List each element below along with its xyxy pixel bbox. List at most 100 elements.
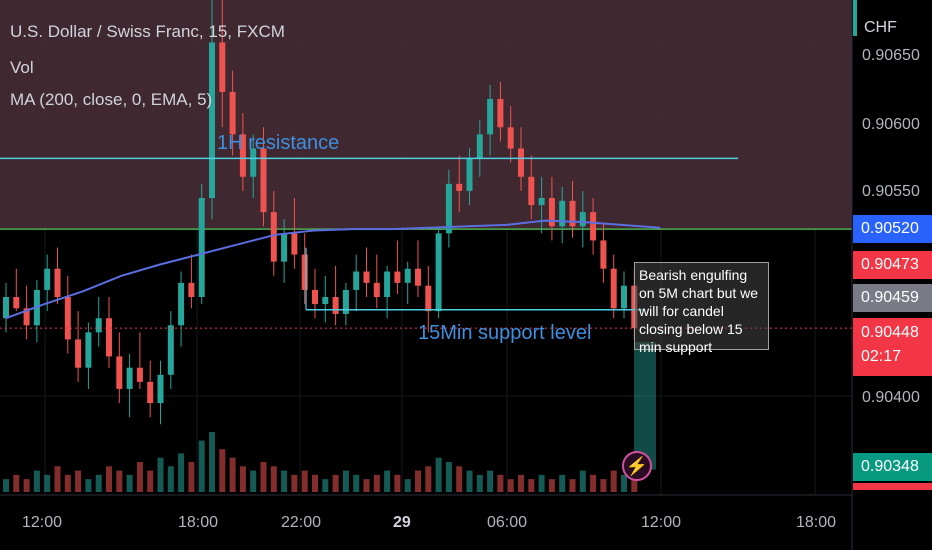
volume-bar — [85, 479, 92, 492]
volume-bar — [322, 479, 329, 492]
candle-body — [466, 158, 473, 191]
volume-bar — [188, 462, 195, 492]
x-tick-1: 18:00 — [178, 514, 219, 531]
volume-bar — [373, 474, 380, 492]
volume-bar — [106, 466, 112, 492]
volume-bar — [116, 470, 123, 492]
candle-body — [270, 212, 277, 262]
candle — [13, 268, 20, 312]
volume-bar — [332, 474, 339, 492]
volume-bar — [404, 479, 411, 492]
candle-body — [157, 374, 164, 404]
lightning-icon[interactable]: ⚡ — [622, 451, 652, 481]
volume-bar — [590, 474, 597, 492]
volume-bar — [33, 470, 40, 492]
candle-body — [3, 297, 9, 319]
candle — [404, 261, 411, 305]
candle — [23, 285, 30, 340]
volume-bar — [610, 470, 617, 492]
candle — [178, 271, 185, 347]
candle-body — [239, 134, 246, 177]
candle — [353, 254, 360, 312]
candle-body — [507, 127, 514, 149]
candle-body — [23, 308, 30, 326]
target-tag-underline — [853, 483, 932, 490]
price-tag-blue: 0.90520 — [853, 215, 932, 243]
volume-bar — [136, 462, 143, 492]
candle — [260, 127, 267, 227]
candle-body — [106, 318, 112, 357]
volume-bar — [54, 466, 61, 492]
candle — [167, 311, 174, 389]
x-tick-6: 18:00 — [796, 514, 837, 531]
candle-body — [147, 381, 154, 404]
candle-countdown: 02:17 — [861, 348, 902, 365]
volume-bar — [178, 453, 185, 492]
target-price-tag: 0.90348 — [853, 453, 932, 481]
candle-body — [363, 271, 370, 283]
volume-bar — [569, 479, 576, 492]
resistance-annotation[interactable]: 1H resistance — [217, 132, 340, 154]
volume-bar — [476, 474, 483, 492]
trade-note[interactable]: Bearish engulfing on 5M chart but we wil… — [634, 262, 769, 355]
volume-bar — [548, 479, 555, 492]
symbol-title[interactable]: U.S. Dollar / Swiss Franc, 15, FXCM — [10, 22, 285, 41]
volume-bar — [198, 440, 205, 492]
candle-body — [250, 148, 257, 177]
volume-bar — [291, 474, 298, 492]
candle — [342, 282, 349, 326]
candle-body — [260, 148, 267, 213]
candle — [44, 254, 51, 312]
volume-bar — [415, 470, 421, 492]
candle — [590, 198, 597, 255]
y-tick-3: 0.90400 — [862, 389, 920, 406]
volume-bar — [13, 474, 20, 492]
vol-indicator[interactable]: Vol — [10, 58, 34, 77]
ma-indicator[interactable]: MA (200, close, 0, EMA, 5) — [10, 90, 213, 109]
candle — [497, 82, 504, 142]
candle — [538, 176, 545, 234]
candle-body — [229, 91, 236, 135]
candle — [3, 282, 9, 333]
volume-bar — [538, 474, 545, 492]
candle — [64, 275, 71, 354]
support-annotation[interactable]: 15Min support level — [418, 322, 592, 344]
volume-bar — [507, 479, 514, 492]
volume-bar — [23, 479, 30, 492]
candle — [54, 247, 61, 305]
candle-body — [590, 212, 597, 241]
candle — [106, 297, 112, 368]
candle — [85, 322, 92, 389]
volume-bar — [250, 470, 257, 492]
volume-bar — [445, 462, 452, 492]
candle-body — [75, 339, 82, 368]
candle — [415, 240, 421, 297]
candle — [95, 297, 102, 347]
candle-body — [291, 233, 298, 255]
candle-body — [404, 268, 411, 283]
candle-body — [538, 198, 545, 206]
candle — [476, 120, 483, 177]
candle — [569, 181, 576, 238]
target-projection[interactable] — [634, 342, 656, 470]
candle-body — [353, 271, 360, 290]
candle-body — [209, 42, 215, 198]
candle-body — [126, 367, 133, 389]
volume-bar — [239, 466, 246, 492]
candle-body — [116, 356, 123, 389]
candle — [239, 113, 246, 191]
volume-bar — [270, 466, 277, 492]
candle — [600, 223, 607, 283]
candle — [548, 176, 555, 241]
x-tick-0: 12:00 — [22, 514, 63, 531]
candle-body — [373, 282, 380, 297]
candle — [528, 155, 535, 220]
volume-bar — [126, 474, 133, 492]
candle — [157, 360, 164, 425]
candle — [487, 84, 494, 156]
candle-body — [445, 183, 452, 234]
candle-body — [136, 367, 143, 382]
volume-bar — [147, 470, 154, 492]
volume-bar — [621, 474, 627, 492]
